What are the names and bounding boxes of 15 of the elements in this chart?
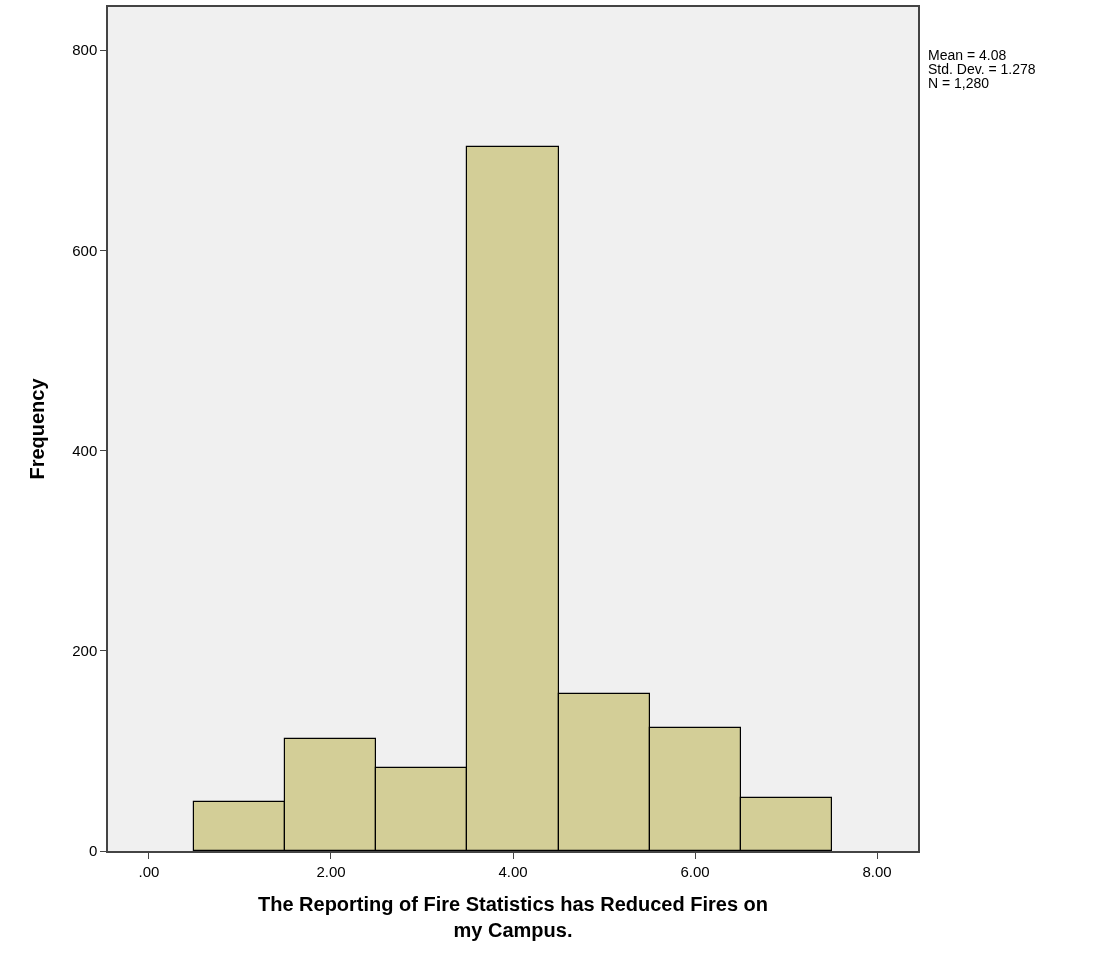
- y-tick-label: 400: [72, 441, 98, 459]
- text: N = 1,280: [928, 75, 990, 91]
- text: Mean = 4.08: [928, 47, 1007, 63]
- y-tick-label: 800: [72, 41, 98, 59]
- x-tick-label: .00: [138, 862, 160, 880]
- y-axis-title: Frequency: [26, 377, 49, 480]
- x-tick-label: 4.00: [498, 862, 528, 880]
- x-tick-label: 6.00: [680, 862, 710, 880]
- y-tick-label: 600: [72, 241, 98, 259]
- text: Std. Dev. = 1.278: [928, 61, 1036, 77]
- x-tick-label: 2.00: [316, 862, 346, 880]
- y-tick-label: 0: [88, 842, 98, 860]
- x-tick-label: 8.00: [862, 862, 892, 880]
- x-axis-title: The Reporting of Fire Statistics has Reduced Fires on my Campus.: [257, 892, 769, 941]
- y-tick-label: 200: [72, 642, 98, 660]
